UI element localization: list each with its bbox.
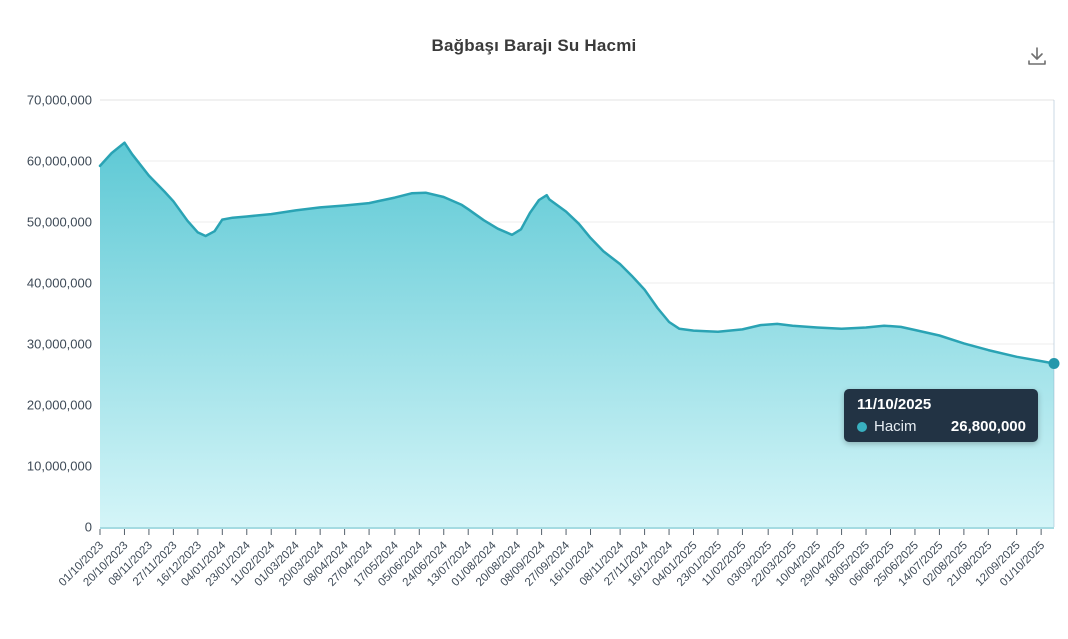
tooltip-date: 11/10/2025 [857,396,932,413]
tooltip-series-label: Hacim [874,418,917,435]
data-point-marker[interactable] [1048,358,1060,370]
y-axis-label: 40,000,000 [27,276,92,291]
y-axis-label: 70,000,000 [27,93,92,108]
y-axis-label: 0 [85,520,92,535]
series-dot-icon [857,421,867,432]
series-layer [98,100,1060,527]
download-icon [1028,47,1046,65]
y-axis-label: 20,000,000 [27,398,92,413]
tooltip-value: 26,800,000 [950,418,1026,435]
y-axis-label: 60,000,000 [27,154,92,169]
tooltip: 11/10/2025 Hacim 26,800,000 [844,389,1038,442]
y-axis-label: 30,000,000 [27,337,92,352]
download-button[interactable] [1024,44,1050,70]
y-axis-label: 50,000,000 [27,215,92,230]
y-axis-label: 10,000,000 [27,459,92,474]
area-series [100,142,1054,527]
chart-title: Bağbaşı Barajı Su Hacmi [431,36,637,55]
line-series [98,141,1056,365]
